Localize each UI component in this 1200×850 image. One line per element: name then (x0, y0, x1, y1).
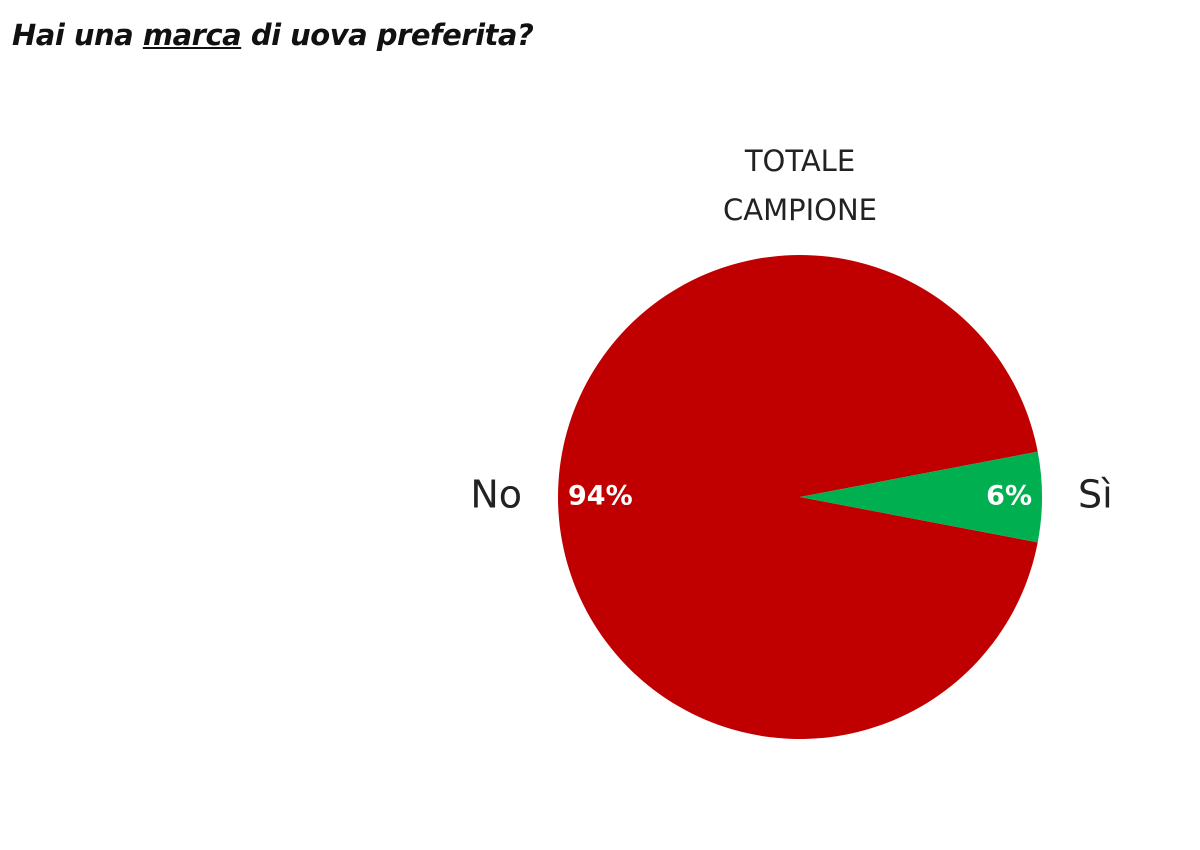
title-part: Hai una (12, 18, 134, 52)
subtitle: TOTALE (744, 144, 855, 178)
pie-slice (557, 254, 1038, 739)
subtitle: CAMPIONE (723, 193, 877, 227)
pie-slice (800, 451, 1042, 543)
category-label: Sì (1078, 473, 1113, 517)
category-label: No (470, 473, 522, 517)
chart-title: Hai una marca di uova preferita? (12, 18, 534, 52)
title-part: marca (142, 18, 242, 52)
value-label: 94% (568, 481, 633, 512)
value-label: 6% (986, 481, 1032, 512)
title-part: di uova preferita? (250, 18, 534, 52)
